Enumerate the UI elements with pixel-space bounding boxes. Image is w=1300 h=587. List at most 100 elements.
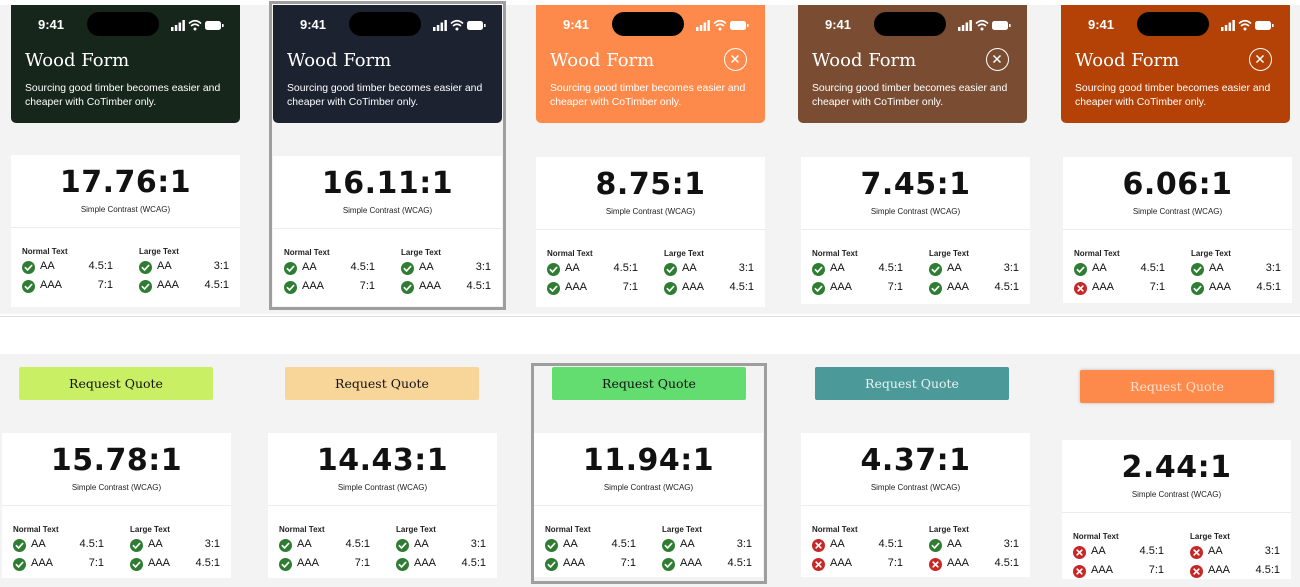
normal-aaa-level: AAA [297, 557, 320, 569]
contrast-ratio: 7.45:1 [860, 167, 971, 202]
large-aa-level: AA [682, 262, 697, 274]
normal-aaa-requirement: 7:1 [1149, 281, 1165, 293]
request-quote-button[interactable]: Request Quote [1080, 370, 1274, 403]
panel-description: Sourcing good timber becomes easier and … [287, 83, 483, 108]
normal-aaa-requirement: 7:1 [359, 280, 375, 292]
contrast-label: Simple Contrast (WCAG) [71, 483, 162, 492]
pass-check-icon [664, 282, 677, 295]
fail-check-icon [1190, 565, 1203, 578]
large-aa-level: AA [1209, 262, 1224, 274]
panel-description: Sourcing good timber becomes easier and … [550, 83, 746, 108]
close-icon[interactable] [986, 48, 1009, 71]
pass-check-icon [545, 558, 558, 571]
normal-aa-requirement: 4.5:1 [1140, 262, 1165, 274]
normal-text-heading: Normal Text [13, 525, 59, 534]
normal-aa-level: AA [297, 538, 312, 550]
normal-aa-level: AA [565, 262, 580, 274]
top-2-contrast-card: 16.11:1 Simple Contrast (WCAG) Normal Text… [273, 156, 502, 306]
large-aaa-requirement: 4.5:1 [204, 279, 229, 291]
pass-check-icon [22, 261, 35, 274]
panel-title: Wood Form [25, 50, 130, 71]
large-text-heading: Large Text [664, 249, 704, 258]
close-icon[interactable] [724, 48, 747, 71]
contrast-ratio: 17.76:1 [59, 165, 192, 200]
pass-check-icon [284, 281, 297, 294]
panel-title: Wood Form [1075, 50, 1180, 71]
pass-check-icon [396, 539, 409, 552]
request-quote-button[interactable]: Request Quote [552, 367, 746, 400]
card-divider [801, 229, 1030, 230]
normal-text-heading: Normal Text [545, 525, 591, 534]
pass-check-icon [929, 539, 942, 552]
pass-check-icon [396, 558, 409, 571]
bottom-5-contrast-card: 2.44:1 Simple Contrast (WCAG) Normal Text L… [1062, 440, 1291, 579]
dynamic-island [874, 12, 946, 36]
normal-aa-requirement: 4.5:1 [79, 538, 104, 550]
large-aaa-level: AAA [682, 281, 705, 293]
normal-aaa-requirement: 7:1 [97, 279, 113, 291]
phone-preview-4: 9:41 Wood Form Sourcing good timber become… [798, 5, 1027, 123]
status-time: 9:41 [1088, 17, 1115, 32]
normal-aa-requirement: 4.5:1 [350, 261, 375, 273]
large-text-heading: Large Text [1191, 249, 1231, 258]
normal-aaa-requirement: 7:1 [354, 557, 370, 569]
large-aaa-level: AAA [680, 557, 703, 569]
large-text-heading: Large Text [130, 525, 170, 534]
normal-aa-requirement: 4.5:1 [878, 538, 903, 550]
large-aaa-level: AAA [947, 557, 970, 569]
normal-aaa-level: AAA [1092, 281, 1115, 293]
pass-check-icon [929, 263, 942, 276]
large-aaa-level: AAA [1209, 281, 1232, 293]
request-quote-button[interactable]: Request Quote [285, 367, 479, 400]
close-icon[interactable] [1249, 48, 1272, 71]
row-divider [0, 316, 1300, 317]
dynamic-island [1137, 12, 1209, 36]
normal-text-heading: Normal Text [1073, 532, 1119, 541]
panel-description: Sourcing good timber becomes easier and … [812, 83, 1008, 108]
top-5-contrast-card: 6.06:1 Simple Contrast (WCAG) Normal Text L… [1063, 157, 1292, 303]
normal-aa-requirement: 4.5:1 [611, 538, 636, 550]
pass-check-icon [139, 280, 152, 293]
fail-check-icon [1073, 546, 1086, 559]
large-aa-requirement: 3:1 [475, 261, 491, 273]
card-divider [273, 228, 502, 229]
normal-aaa-requirement: 7:1 [622, 281, 638, 293]
pass-check-icon [547, 263, 560, 276]
fail-check-icon [929, 558, 942, 571]
dynamic-island [349, 12, 421, 36]
request-quote-button[interactable]: Request Quote [815, 367, 1009, 400]
card-divider [2, 505, 231, 506]
normal-aa-level: AA [1091, 545, 1106, 557]
large-text-heading: Large Text [401, 248, 441, 257]
large-aa-requirement: 3:1 [1265, 262, 1281, 274]
large-aaa-requirement: 4.5:1 [195, 557, 220, 569]
normal-aaa-requirement: 7:1 [620, 557, 636, 569]
large-aa-requirement: 3:1 [204, 538, 220, 550]
contrast-label: Simple Contrast (WCAG) [870, 207, 961, 216]
normal-text-heading: Normal Text [547, 249, 593, 258]
normal-text-heading: Normal Text [284, 248, 330, 257]
normal-aa-level: AA [1092, 262, 1107, 274]
large-aa-requirement: 3:1 [470, 538, 486, 550]
top-3-contrast-card: 8.75:1 Simple Contrast (WCAG) Normal Text L… [536, 157, 765, 307]
contrast-ratio: 15.78:1 [50, 443, 183, 478]
pass-check-icon [662, 539, 675, 552]
large-text-heading: Large Text [662, 525, 702, 534]
contrast-label: Simple Contrast (WCAG) [603, 483, 694, 492]
large-aa-requirement: 3:1 [1003, 538, 1019, 550]
normal-aa-requirement: 4.5:1 [1139, 545, 1164, 557]
request-quote-button[interactable]: Request Quote [19, 367, 213, 400]
normal-aa-level: AA [302, 261, 317, 273]
selection-highlight [531, 363, 767, 584]
large-aaa-requirement: 4.5:1 [1256, 281, 1281, 293]
contrast-ratio: 2.44:1 [1121, 450, 1232, 485]
pass-check-icon [279, 558, 292, 571]
pass-check-icon [401, 262, 414, 275]
contrast-ratio: 4.37:1 [860, 443, 971, 478]
large-text-heading: Large Text [929, 249, 969, 258]
pass-check-icon [284, 262, 297, 275]
large-aa-level: AA [947, 538, 962, 550]
large-aaa-level: AAA [148, 557, 171, 569]
large-aa-requirement: 3:1 [736, 538, 752, 550]
pass-check-icon [130, 558, 143, 571]
